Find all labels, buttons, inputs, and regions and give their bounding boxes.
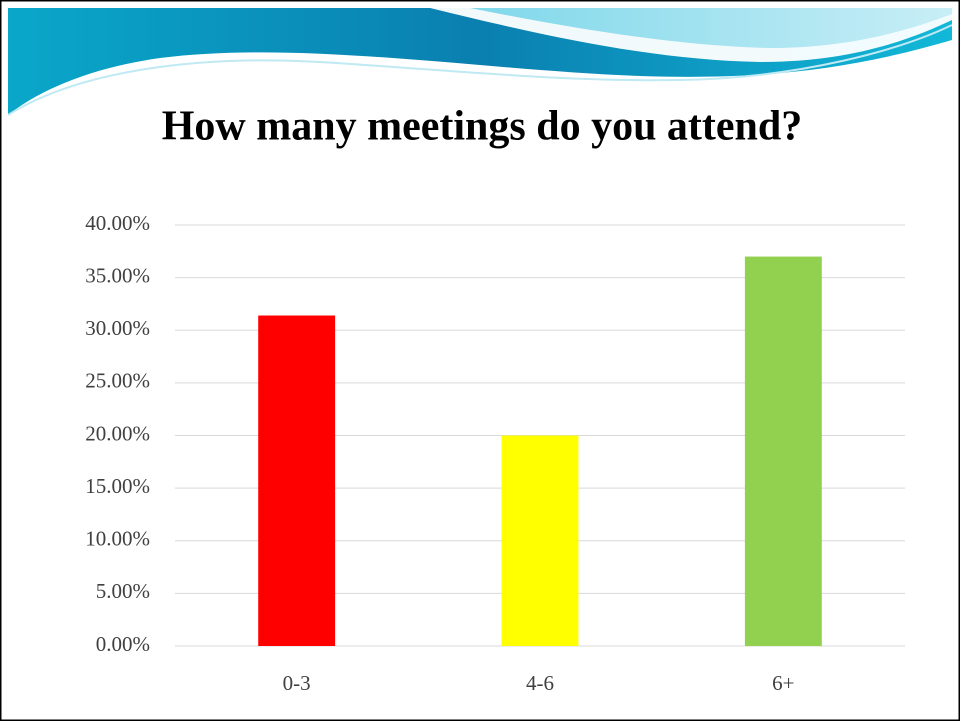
x-tick-label: 0-3 bbox=[283, 671, 311, 695]
y-tick-label: 20.00% bbox=[85, 421, 150, 445]
y-tick-label: 5.00% bbox=[96, 579, 150, 603]
y-tick-label: 15.00% bbox=[85, 474, 150, 498]
x-tick-label: 6+ bbox=[772, 671, 794, 695]
header-decoration bbox=[7, 8, 953, 116]
y-tick-label: 30.00% bbox=[85, 316, 150, 340]
y-tick-label: 35.00% bbox=[85, 263, 150, 287]
y-tick-label: 0.00% bbox=[96, 632, 150, 656]
y-tick-label: 10.00% bbox=[85, 527, 150, 551]
bar bbox=[501, 435, 579, 646]
y-tick-label: 25.00% bbox=[85, 369, 150, 393]
chart-title: How many meetings do you attend? bbox=[162, 104, 803, 150]
x-tick-label: 4-6 bbox=[526, 671, 554, 695]
y-tick-label: 40.00% bbox=[85, 211, 150, 235]
bar bbox=[258, 315, 336, 646]
bar bbox=[744, 256, 822, 646]
